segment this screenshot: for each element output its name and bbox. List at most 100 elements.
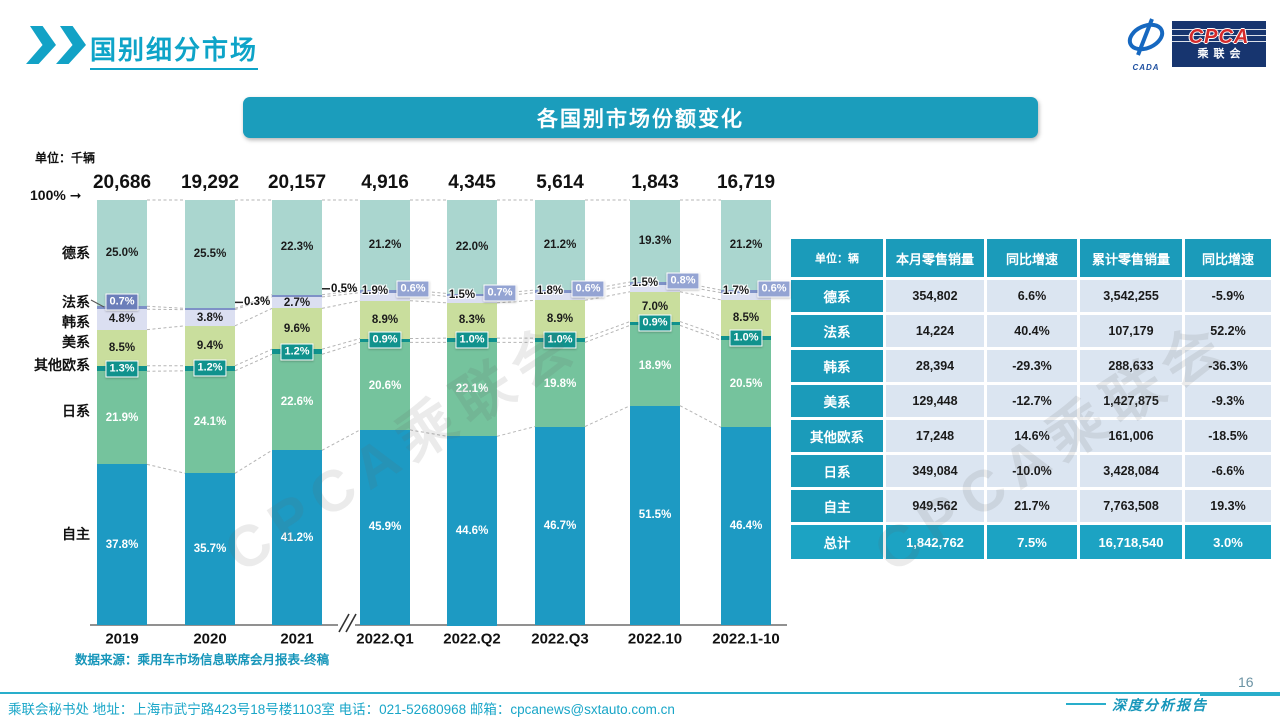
- table-cell: -12.7%: [987, 385, 1077, 417]
- bar-value-label: 22.0%: [455, 240, 489, 253]
- eu-value-badge: 0.9%: [368, 331, 402, 349]
- footer-divider: [0, 692, 1280, 694]
- kr-value-label: 1.5%: [631, 277, 659, 290]
- bar-value-label: 22.1%: [455, 383, 489, 396]
- bar-segment-日系: [721, 340, 771, 428]
- bar-segment-韩系: [447, 296, 497, 303]
- kr-value-label: 3.8%: [196, 311, 224, 324]
- axis-100-label: 100% ➞: [30, 187, 81, 204]
- fr-value-badge: 0.7%: [105, 293, 139, 311]
- bar-value-label: 24.1%: [193, 416, 227, 429]
- bar-value-label: 18.9%: [638, 359, 672, 372]
- x-axis-label: 2022.Q1: [356, 630, 414, 648]
- x-axis-label: 2022.Q2: [443, 630, 501, 648]
- table-cell: 14,224: [886, 315, 984, 347]
- cpca-logo: CADA CPCA 乘联会: [1122, 18, 1270, 76]
- x-axis-label: 2022.1-10: [712, 630, 780, 648]
- bar-segment-日系: [447, 342, 497, 437]
- table-header-row: 单位：辆 本月零售销量 同比增速 累计零售销量 同比增速: [791, 239, 1271, 277]
- table-cell: 14.6%: [987, 420, 1077, 452]
- bar-value-label: 8.9%: [546, 313, 574, 326]
- bar-segment-韩系: [272, 296, 322, 309]
- section-banner: 各国别市场份额变化: [243, 97, 1038, 138]
- bar-total-label: 20,157: [267, 172, 327, 193]
- bar-segment-法系: [630, 282, 680, 286]
- bar-total-label: 5,614: [536, 172, 584, 193]
- bar-segment-自主: [447, 436, 497, 626]
- eu-value-badge: 1.0%: [729, 329, 763, 347]
- table-row-label: 德系: [791, 280, 883, 312]
- bar-segment-日系: [535, 342, 585, 427]
- bar-value-label: 7.0%: [641, 300, 669, 313]
- table-cell: 1,427,875: [1080, 385, 1182, 417]
- bar-value-label: 9.4%: [196, 339, 224, 352]
- bar-value-label: 21.2%: [543, 239, 577, 252]
- bar-total-label: 1,843: [631, 172, 679, 193]
- axis-category-韩系: 韩系: [62, 314, 90, 330]
- bar-segment-韩系: [721, 292, 771, 300]
- sales-table: 单位：辆 本月零售销量 同比增速 累计零售销量 同比增速 德系 354,802 6.6% 3,5…: [788, 236, 1274, 562]
- bar-value-label: 45.9%: [368, 521, 402, 534]
- bar-total-label: 19,292: [180, 172, 240, 193]
- table-cell: -9.3%: [1185, 385, 1271, 417]
- table-cell: 17,248: [886, 420, 984, 452]
- table-cell: 354,802: [886, 280, 984, 312]
- bar-segment-日系: [272, 354, 322, 451]
- bar-value-label: 9.6%: [283, 322, 311, 335]
- bar-segment-自主: [360, 429, 410, 625]
- bar-segment-法系: [360, 290, 410, 293]
- bar-total-label: 16,719: [716, 172, 776, 193]
- bar-segment-德系: [630, 200, 680, 283]
- table-cell: -29.3%: [987, 350, 1077, 382]
- table-cell: 161,006: [1080, 420, 1182, 452]
- table-row-label: 总计: [791, 525, 883, 559]
- bar-segment-自主: [721, 427, 771, 625]
- bar-value-label: 19.8%: [543, 378, 577, 391]
- table-column-header: 累计零售销量: [1080, 239, 1182, 277]
- page-number: 16: [1238, 674, 1254, 690]
- x-axis-label: 2021: [280, 630, 314, 648]
- bar-segment-韩系: [630, 285, 680, 292]
- table-column-header: 本月零售销量: [886, 239, 984, 277]
- footer-report-type: 深度分析报告: [1112, 699, 1208, 714]
- cpca-text: CPCA: [1188, 26, 1250, 48]
- table-cell: 21.7%: [987, 490, 1077, 522]
- bar-value-label: 8.5%: [732, 311, 760, 324]
- fr-value-badge: 0.6%: [396, 280, 430, 298]
- bar-segment-美系: [272, 308, 322, 350]
- table-row: 日系 349,084 -10.0% 3,428,084 -6.6%: [791, 455, 1271, 487]
- bar-total-label: 20,686: [92, 172, 152, 193]
- fr-value-badge: 0.7%: [483, 284, 517, 301]
- eu-value-badge: 1.2%: [193, 359, 227, 377]
- bar-segment-韩系: [535, 292, 585, 301]
- bar-value-label: 8.3%: [458, 314, 486, 327]
- bar-segment-日系: [97, 371, 147, 465]
- footer-contact: 乘联会秘书处 地址：上海市武宁路423号18号楼1103室 电话：021-526…: [8, 702, 675, 717]
- bar-segment-自主: [535, 426, 585, 625]
- axis-category-日系: 日系: [62, 403, 90, 419]
- table-row-label: 法系: [791, 315, 883, 347]
- table-cell: 288,633: [1080, 350, 1182, 382]
- table-cell: 6.6%: [987, 280, 1077, 312]
- fr-value-label-out: 0.5%: [331, 282, 358, 295]
- x-axis-label: 2022.Q3: [531, 630, 589, 648]
- bar-segment-德系: [360, 200, 410, 291]
- table-cell: -18.5%: [1185, 420, 1271, 452]
- bar-value-label: 46.4%: [729, 519, 763, 532]
- table-cell: -36.3%: [1185, 350, 1271, 382]
- kr-value-label: 2.7%: [283, 296, 311, 309]
- bar-value-label: 22.6%: [280, 396, 314, 409]
- bar-segment-韩系: [185, 309, 235, 326]
- table-cell: 129,448: [886, 385, 984, 417]
- table-row: 美系 129,448 -12.7% 1,427,875 -9.3%: [791, 385, 1271, 417]
- bar-segment-法系: [535, 290, 585, 293]
- footer-deco-line: [1200, 694, 1280, 696]
- bar-value-label: 20.6%: [368, 380, 402, 393]
- bar-value-label: 35.7%: [193, 543, 227, 556]
- fr-value-badge: 0.8%: [666, 272, 700, 290]
- table-row: 法系 14,224 40.4% 107,179 52.2%: [791, 315, 1271, 347]
- table-cell: -6.6%: [1185, 455, 1271, 487]
- table-cell: 7.5%: [987, 525, 1077, 559]
- table-cell: 3.0%: [1185, 525, 1271, 559]
